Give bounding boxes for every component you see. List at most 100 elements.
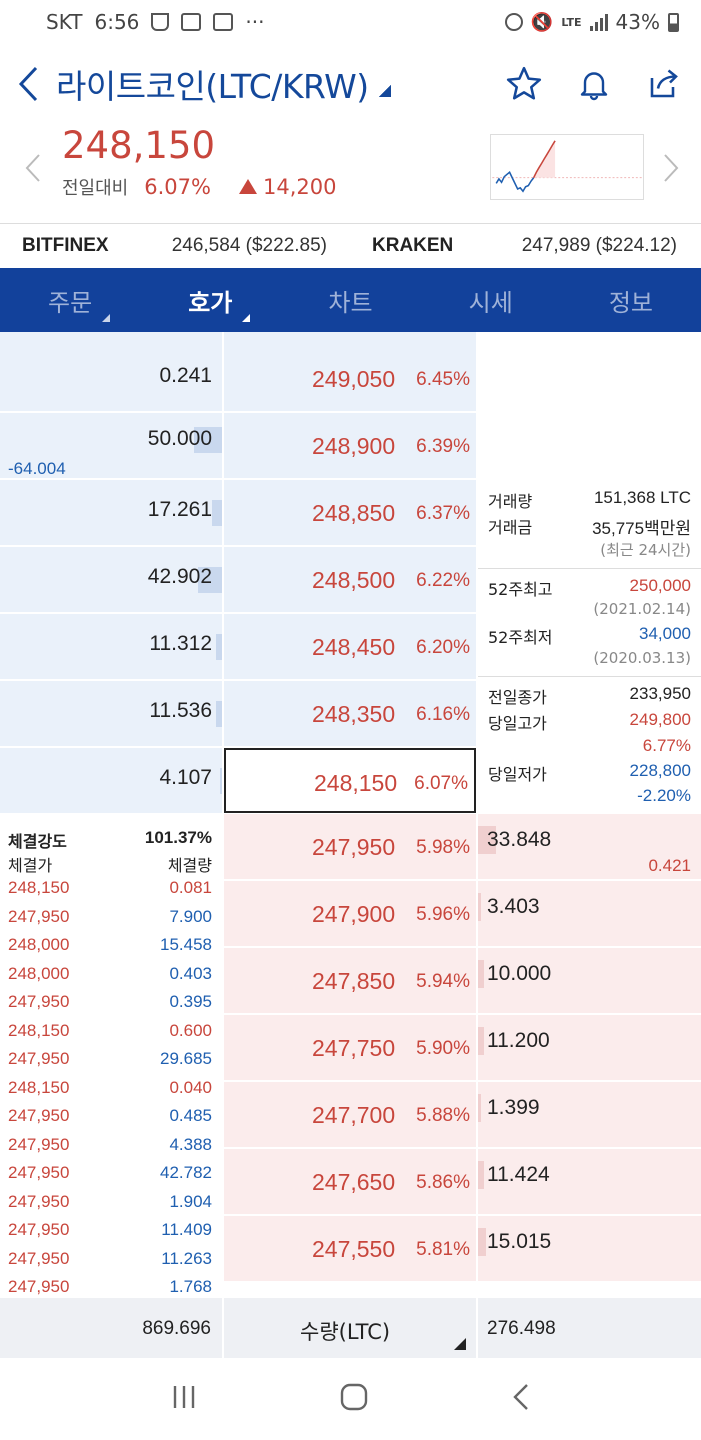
trade-history-panel: 체결강도 101.37% 체결가 체결량 248,150 0.081 247,950… xyxy=(0,814,222,1298)
home-button[interactable] xyxy=(339,1382,369,1416)
trade-price: 247,950 xyxy=(8,1220,70,1239)
ask-qty-cell[interactable]: 11.536 xyxy=(0,681,222,746)
ask-price-cell[interactable]: 248,150 6.07% xyxy=(224,748,476,813)
trade-qty: 1.768 xyxy=(169,1277,212,1296)
bid-qty-cell[interactable]: 10.000 xyxy=(478,948,701,1013)
ask-percent: 6.22% xyxy=(416,570,470,591)
trade-qty: 4.388 xyxy=(169,1134,212,1154)
unit-label: 수량(LTC) xyxy=(300,1320,391,1344)
trade-price: 248,150 xyxy=(8,878,70,897)
low52-label: 52주최저 xyxy=(488,628,553,647)
orderbook: 0.241 249,050 6.45% 50.000 -64.004 248,900 6.3… xyxy=(0,332,701,1298)
ask-qty-cell[interactable]: 50.000 -64.004 xyxy=(0,413,222,478)
bid-price-cell[interactable]: 247,650 5.86% xyxy=(224,1149,476,1214)
amount-label: 거래금 xyxy=(488,518,533,537)
bid-price: 247,900 xyxy=(312,901,396,927)
ask-qty-cell[interactable]: 0.241 xyxy=(0,346,222,411)
system-back-button[interactable] xyxy=(512,1383,530,1415)
next-coin-button[interactable] xyxy=(656,148,686,188)
trade-price: 247,950 xyxy=(8,1191,70,1211)
ask-price-cell[interactable]: 248,500 6.22% xyxy=(224,547,476,612)
ask-qty-cell[interactable]: 42.902 xyxy=(0,547,222,612)
bid-qty-cell[interactable]: 1.399 xyxy=(478,1082,701,1147)
tab-market[interactable]: 시세 xyxy=(421,268,561,332)
day-low-label: 당일저가 xyxy=(488,765,547,784)
tab-orderbook[interactable]: 호가 xyxy=(140,268,280,332)
ask-price-cell[interactable]: 249,050 6.45% xyxy=(224,346,476,411)
trade-price: 247,950 xyxy=(8,1134,70,1154)
bid-price-cell[interactable]: 247,700 5.88% xyxy=(224,1082,476,1147)
system-nav-bar xyxy=(0,1358,701,1440)
ask-percent: 6.45% xyxy=(416,369,470,390)
ask-change: -64.004 xyxy=(8,459,66,478)
page-title[interactable]: 라이트코인(LTC/KRW) xyxy=(56,67,369,106)
ask-quantity: 4.107 xyxy=(159,766,212,789)
mini-price-chart[interactable] xyxy=(490,134,644,200)
unit-selector[interactable]: 수량(LTC) xyxy=(224,1298,476,1358)
ask-volume-bar xyxy=(216,701,222,727)
tab-order[interactable]: 주문 xyxy=(0,268,140,332)
favorite-star-button[interactable] xyxy=(505,65,543,103)
trade-qty: 11.263 xyxy=(161,1248,212,1268)
carrier-label: SKT xyxy=(46,10,83,34)
share-icon xyxy=(650,69,678,98)
change-label: 전일대비 xyxy=(62,178,129,199)
bid-qty-cell[interactable]: 3.403 xyxy=(478,881,701,946)
recent-apps-button[interactable] xyxy=(171,1384,197,1414)
ask-price: 248,850 xyxy=(312,500,396,526)
bid-quantity: 11.424 xyxy=(487,1163,550,1186)
trade-qty: 0.395 xyxy=(169,992,212,1011)
coffee-icon xyxy=(151,13,170,31)
caret-down-icon[interactable] xyxy=(378,85,391,97)
app-header: 라이트코인(LTC/KRW) xyxy=(0,52,701,116)
share-button[interactable] xyxy=(645,65,683,103)
volume-label: 거래량 xyxy=(488,492,533,511)
amount-value: 35,775백만원 xyxy=(592,519,691,538)
bid-qty-cell[interactable]: 11.424 xyxy=(478,1149,701,1214)
bid-qty-cell[interactable]: 33.848 0.421 xyxy=(478,814,701,879)
trade-qty-header: 체결량 xyxy=(167,856,212,875)
back-button[interactable] xyxy=(0,54,56,114)
bid-qty-cell[interactable]: 11.200 xyxy=(478,1015,701,1080)
ask-volume-bar xyxy=(220,768,222,794)
ask-qty-cell[interactable]: 11.312 xyxy=(0,614,222,679)
bid-price: 247,700 xyxy=(312,1102,396,1128)
prev-coin-button[interactable] xyxy=(18,148,48,188)
corner-caret-icon xyxy=(454,1338,466,1350)
tab-info[interactable]: 정보 xyxy=(561,268,701,332)
bid-price-cell[interactable]: 247,750 5.90% xyxy=(224,1015,476,1080)
alert-bell-button[interactable] xyxy=(575,65,613,103)
ask-percent: 6.39% xyxy=(416,436,470,457)
current-price: 248,150 xyxy=(62,124,216,167)
bid-volume-bar xyxy=(478,893,481,921)
ask-price-cell[interactable]: 248,450 6.20% xyxy=(224,614,476,679)
ask-qty-cell[interactable]: 17.261 xyxy=(0,480,222,545)
bid-price-cell[interactable]: 247,900 5.96% xyxy=(224,881,476,946)
ask-quantity: 11.312 xyxy=(149,632,212,655)
trade-price: 248,150 xyxy=(8,1020,70,1040)
ask-price-cell[interactable]: 248,350 6.16% xyxy=(224,681,476,746)
tab-label: 주문 xyxy=(48,288,93,317)
star-icon xyxy=(506,66,542,100)
sparkline-rise-line xyxy=(532,140,556,179)
bid-qty-cell[interactable]: 15.015 xyxy=(478,1216,701,1281)
bid-price-cell[interactable]: 247,850 5.94% xyxy=(224,948,476,1013)
bid-total: 276.498 xyxy=(487,1318,556,1339)
low52-date: (2020.03.13) xyxy=(593,649,691,667)
ask-price-cell[interactable]: 248,900 6.39% xyxy=(224,413,476,478)
bid-percent: 5.88% xyxy=(416,1105,470,1126)
bid-price: 247,850 xyxy=(312,968,396,994)
ask-price-cell[interactable]: 248,850 6.37% xyxy=(224,480,476,545)
trade-price: 248,150 xyxy=(8,1077,70,1097)
divider xyxy=(476,1298,478,1358)
bid-price: 247,550 xyxy=(312,1236,396,1262)
bid-price-cell[interactable]: 247,550 5.81% xyxy=(224,1216,476,1281)
ask-row-partial xyxy=(224,332,476,346)
bid-price-cell[interactable]: 247,950 5.98% xyxy=(224,814,476,879)
tab-label: 호가 xyxy=(188,288,233,317)
foreign-exchanges: BITFINEX 246,584 ($222.85) KRAKEN 247,98… xyxy=(0,224,701,268)
ask-qty-cell[interactable]: 4.107 xyxy=(0,748,222,813)
tab-chart[interactable]: 차트 xyxy=(280,268,420,332)
bid-price: 247,750 xyxy=(312,1035,396,1061)
bid-percent: 5.81% xyxy=(416,1239,470,1260)
